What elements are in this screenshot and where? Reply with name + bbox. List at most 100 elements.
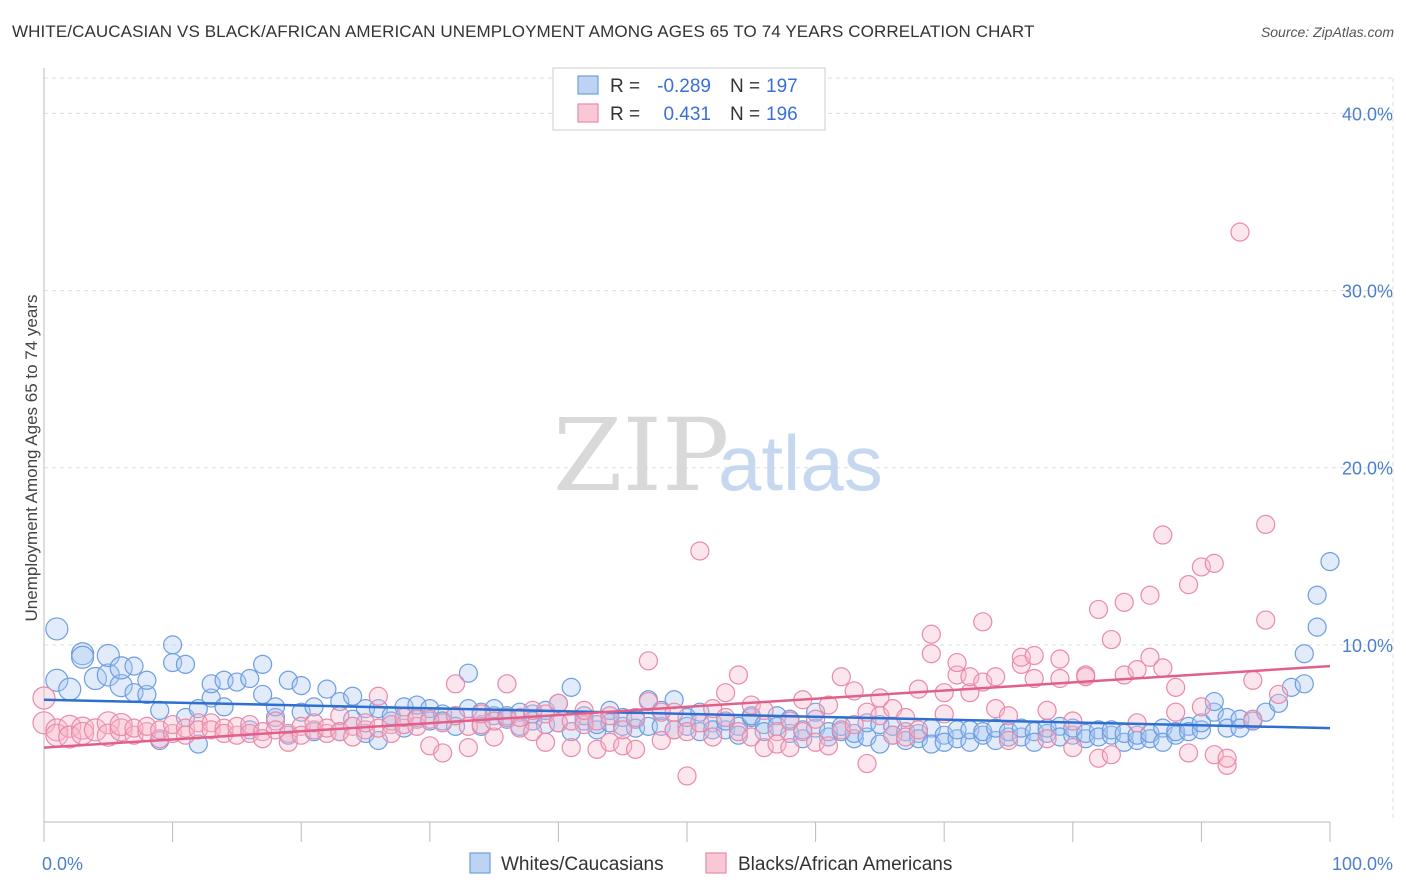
bottom-legend-label-blacks: Blacks/African Americans [738, 854, 952, 875]
point-blacks [458, 737, 478, 758]
watermark-zip: ZIP [553, 397, 729, 514]
point-blacks [561, 737, 581, 758]
chart-title: WHITE/CAUCASIAN VS BLACK/AFRICAN AMERICA… [12, 22, 1035, 41]
point-blacks [805, 709, 826, 729]
point-blacks [1050, 649, 1070, 669]
watermark: ZIP atlas [553, 397, 883, 514]
point-blacks [535, 732, 556, 752]
point-blacks [1101, 745, 1121, 765]
point-whites [175, 654, 196, 674]
point-whites [45, 617, 69, 641]
point-whites [1191, 713, 1212, 733]
point-blacks [998, 730, 1019, 751]
x-tick-labels: 0.0% 100.0% [42, 854, 1393, 874]
point-blacks [818, 736, 839, 756]
trend-line-whites [43, 698, 1331, 730]
point-blacks [1178, 575, 1199, 595]
point-whites [291, 675, 311, 696]
trend-lines [43, 664, 1331, 749]
point-whites [1320, 551, 1340, 572]
point-blacks [934, 683, 954, 703]
point-blacks [844, 714, 864, 735]
point-blacks [433, 743, 453, 763]
y-axis-label: Unemployment Among Ages 65 to 74 years [22, 295, 41, 622]
point-blacks [703, 727, 723, 747]
point-blacks [1243, 709, 1263, 729]
stats-legend: R = -0.289 N = 197 R = 0.431 N = 196 [552, 67, 826, 131]
point-blacks [690, 541, 710, 561]
point-whites [109, 673, 133, 698]
point-whites [137, 684, 157, 705]
point-whites [83, 666, 108, 691]
point-blacks [818, 695, 839, 715]
point-blacks [368, 686, 388, 706]
point-whites [343, 686, 363, 706]
point-whites [265, 697, 286, 717]
x-tick-label-max: 100.0% [1332, 854, 1393, 874]
point-whites [1204, 691, 1224, 712]
point-blacks [908, 720, 929, 740]
point-blacks [1217, 748, 1237, 768]
point-blacks [613, 720, 633, 740]
watermark-atlas: atlas [718, 419, 883, 507]
point-whites [291, 702, 311, 722]
point-blacks [83, 718, 108, 742]
point-blacks [921, 644, 941, 664]
point-whites [458, 663, 478, 683]
point-blacks [70, 716, 95, 740]
point-blacks [728, 665, 749, 685]
point-whites [1294, 674, 1314, 694]
legend-n-label-whites: N = [730, 76, 760, 97]
point-blacks [1140, 647, 1160, 667]
point-blacks [96, 711, 120, 735]
point-blacks [32, 711, 56, 735]
trend-line-blacks [43, 664, 1331, 749]
legend-n-value-whites: 197 [766, 76, 798, 97]
point-blacks [1153, 525, 1173, 545]
point-blacks [1063, 737, 1083, 758]
point-blacks [1256, 514, 1276, 535]
bottom-legend-label-whites: Whites/Caucasians [501, 854, 664, 875]
point-whites [317, 679, 337, 699]
point-blacks [677, 766, 697, 786]
point-blacks [831, 720, 851, 740]
legend-r-value-blacks: 0.431 [663, 104, 711, 125]
legend-r-label-blacks: R = [610, 104, 640, 125]
point-blacks [600, 706, 620, 726]
point-blacks [1166, 702, 1186, 722]
point-blacks [330, 722, 350, 742]
point-blacks [1268, 684, 1289, 705]
point-blacks [1191, 697, 1212, 717]
point-blacks [947, 652, 967, 673]
point-blacks [831, 667, 851, 687]
bottom-legend-swatch-whites [469, 852, 491, 874]
point-whites [1204, 702, 1224, 722]
point-blacks [780, 737, 800, 758]
point-blacks [728, 722, 749, 742]
point-whites [214, 697, 234, 717]
point-blacks [857, 753, 877, 774]
point-blacks [1024, 645, 1044, 666]
point-whites [109, 656, 133, 680]
y-tick-labels: 10.0% 20.0% 30.0% 40.0% [1342, 104, 1393, 655]
point-blacks [715, 683, 736, 703]
legend-swatch-whites [577, 75, 599, 95]
y-tick-label: 20.0% [1342, 459, 1393, 479]
point-blacks [497, 674, 517, 694]
point-blacks [1153, 658, 1173, 678]
point-blacks [1114, 592, 1134, 612]
point-blacks [1024, 668, 1044, 689]
bottom-legend-swatch-blacks [705, 852, 727, 874]
point-blacks [960, 667, 980, 687]
point-blacks [715, 707, 736, 728]
point-blacks [793, 722, 813, 742]
point-blacks [1088, 599, 1109, 620]
point-whites [70, 645, 95, 669]
y-tick-label: 40.0% [1342, 104, 1393, 124]
point-blacks [1140, 585, 1160, 605]
point-whites [96, 643, 120, 668]
point-whites [561, 677, 581, 697]
point-blacks [741, 695, 761, 715]
point-whites [163, 635, 183, 655]
